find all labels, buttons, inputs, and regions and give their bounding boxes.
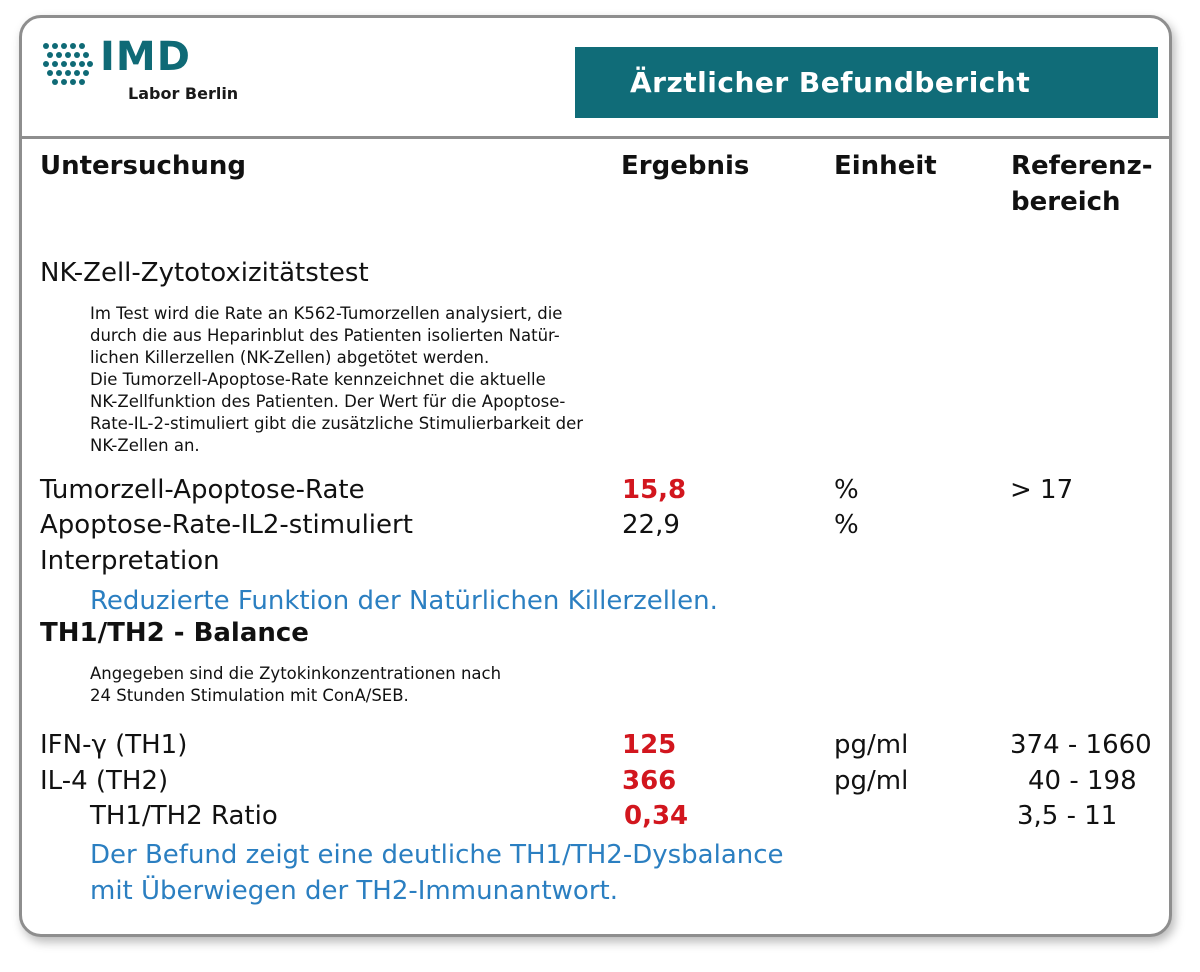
- nk-description-line: Rate-IL-2-stimuliert gibt die zusätzlich…: [90, 414, 584, 433]
- test-name: TH1/TH2 Ratio: [90, 801, 278, 831]
- dot-grid-logo-icon: [43, 43, 93, 85]
- th-interpretation-line: mit Überwiegen der TH2-Immunantwort.: [90, 876, 618, 906]
- test-name: Tumorzell-Apoptose-Rate: [40, 475, 365, 505]
- nk-interpretation: Reduzierte Funktion der Natürlichen Kill…: [90, 586, 718, 616]
- th-description-line: Angegeben sind die Zytokinkonzentratione…: [90, 664, 502, 683]
- test-result: 22,9: [622, 510, 680, 540]
- imd-logo: IMD Labor Berlin: [42, 34, 252, 110]
- test-unit: %: [834, 475, 859, 505]
- nk-description-line: lichen Killerzellen (NK-Zellen) abgetöte…: [90, 348, 490, 367]
- nk-description-line: Im Test wird die Rate an K562-Tumorzelle…: [90, 304, 563, 323]
- test-unit: %: [834, 510, 859, 540]
- test-reference: 40 - 198: [1028, 766, 1137, 796]
- test-name: IFN-γ (TH1): [40, 730, 188, 760]
- nk-section-title: NK-Zell-Zytotoxizitätstest: [40, 258, 369, 288]
- th-interpretation-line: Der Befund zeigt eine deutliche TH1/TH2-…: [90, 840, 784, 870]
- test-result-flagged: 0,34: [624, 801, 689, 831]
- header-divider: [22, 136, 1169, 139]
- nk-description-line: NK-Zellen an.: [90, 436, 200, 455]
- test-name: IL-4 (TH2): [40, 766, 169, 796]
- nk-description-line: NK-Zellfunktion des Patienten. Der Wert …: [90, 392, 566, 411]
- th-description: Angegeben sind die Zytokinkonzentratione…: [90, 663, 501, 707]
- column-header-result: Ergebnis: [621, 151, 750, 181]
- nk-description: Im Test wird die Rate an K562-Tumorzelle…: [90, 303, 583, 457]
- column-header-test: Untersuchung: [40, 151, 247, 181]
- nk-description-line: durch die aus Heparinblut des Patienten …: [90, 326, 560, 345]
- th-section-title: TH1/TH2 - Balance: [40, 618, 309, 648]
- report-card: IMD Labor Berlin Ärztlicher Befundberich…: [19, 15, 1172, 937]
- test-unit: pg/ml: [834, 730, 909, 760]
- test-result-flagged: 125: [622, 730, 677, 760]
- column-header-unit: Einheit: [834, 151, 937, 181]
- test-name: Apoptose-Rate-IL2-stimuliert: [40, 510, 413, 540]
- test-reference: 374 - 1660: [1010, 730, 1152, 760]
- th-interpretation: Der Befund zeigt eine deutliche TH1/TH2-…: [90, 837, 784, 909]
- interpretation-label: Interpretation: [40, 546, 220, 576]
- brand-subtitle: Labor Berlin: [128, 84, 239, 103]
- report-title-banner: Ärztlicher Befundbericht: [575, 47, 1158, 118]
- column-header-reference-line2: bereich: [1011, 187, 1121, 217]
- brand-name: IMD: [100, 34, 191, 80]
- test-reference: 3,5 - 11: [1017, 801, 1118, 831]
- test-unit: pg/ml: [834, 766, 909, 796]
- nk-description-line: Die Tumorzell-Apoptose-Rate kennzeichnet…: [90, 370, 546, 389]
- test-reference: > 17: [1010, 475, 1074, 505]
- th-description-line: 24 Stunden Stimulation mit ConA/SEB.: [90, 686, 409, 705]
- column-header-reference-line1: Referenz-: [1011, 151, 1153, 181]
- test-result-flagged: 366: [622, 766, 677, 796]
- test-result-flagged: 15,8: [622, 475, 687, 505]
